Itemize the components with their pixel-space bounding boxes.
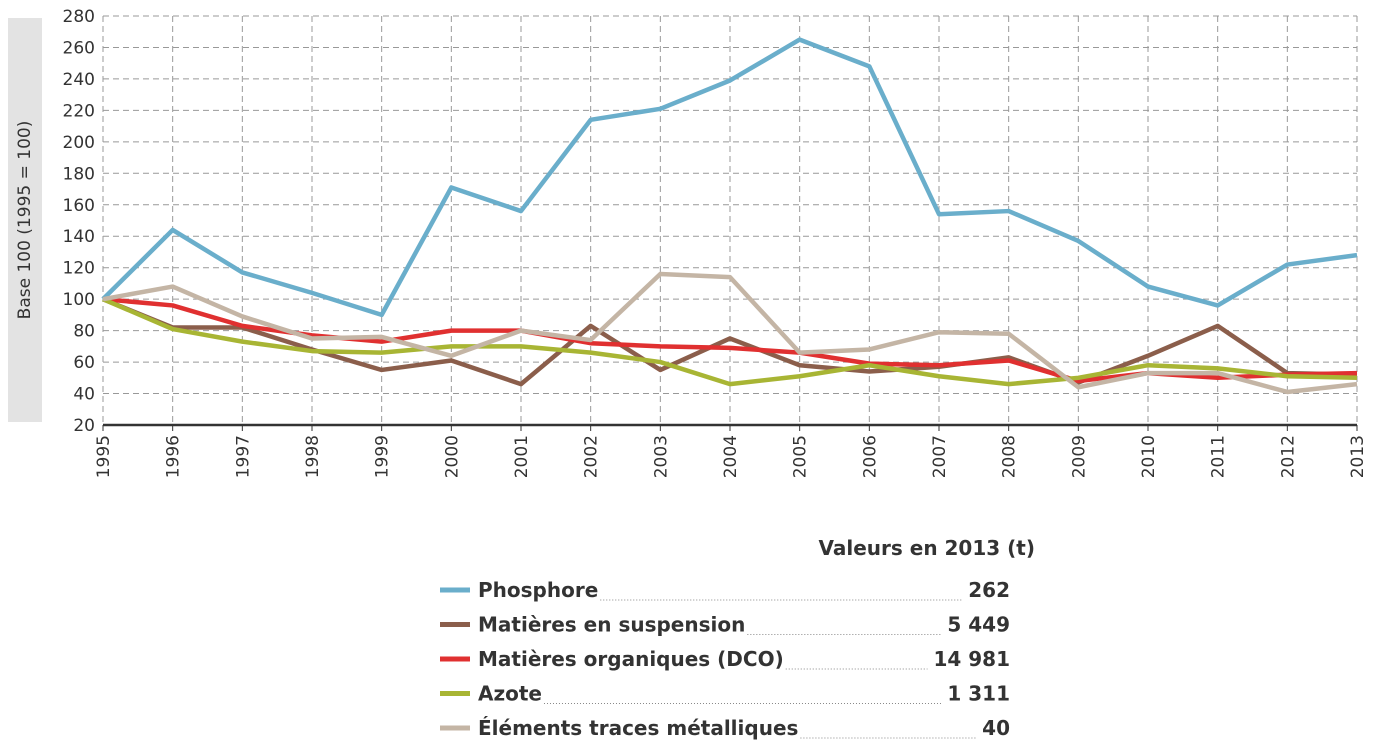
- x-tick-label: 2004: [721, 435, 741, 478]
- x-tick-label: 1998: [303, 435, 323, 478]
- x-tick-label: 2003: [651, 435, 671, 478]
- y-tick-label: 160: [63, 196, 95, 216]
- y-axis-label: Base 100 (1995 = 100): [15, 121, 35, 320]
- legend-value: 40: [982, 716, 1010, 740]
- x-tick-label: 2013: [1348, 435, 1368, 478]
- y-tick-label: 200: [63, 133, 95, 153]
- x-tick-label: 2012: [1278, 435, 1298, 478]
- y-tick-label: 260: [63, 38, 95, 58]
- x-tick-label: 2007: [930, 435, 950, 478]
- x-tick-label: 1997: [233, 435, 253, 478]
- x-tick-label: 1995: [94, 435, 114, 478]
- legend-label: Azote: [478, 682, 542, 706]
- series-line: [101, 37, 1358, 318]
- legend-label: Phosphore: [478, 578, 598, 602]
- legend-value: 1 311: [947, 682, 1010, 706]
- y-tick-label: 180: [63, 164, 95, 184]
- y-label-box: [8, 18, 42, 422]
- series-line: [102, 271, 1358, 395]
- y-tick-label: 120: [63, 259, 95, 279]
- x-tick-label: 2008: [1000, 435, 1020, 478]
- x-tick-label: 2009: [1069, 435, 1089, 478]
- x-tick-label: 1999: [373, 435, 393, 478]
- legend-label: Matières organiques (DCO): [478, 647, 784, 671]
- x-tick-label: 2005: [791, 435, 811, 478]
- y-tick-label: 100: [63, 290, 95, 310]
- y-tick-label: 40: [73, 385, 95, 405]
- legend-value: 14 981: [933, 647, 1010, 671]
- y-tick-label: 20: [73, 416, 95, 436]
- x-tick-label: 2006: [860, 435, 880, 478]
- legend-label: Éléments traces métalliques: [478, 716, 798, 740]
- y-tick-label: 280: [63, 7, 95, 27]
- x-tick-label: 2000: [442, 435, 462, 478]
- x-tick-label: 2002: [582, 435, 602, 478]
- legend-value: 5 449: [947, 613, 1010, 637]
- legend-value: 262: [968, 578, 1010, 602]
- legend-title: Valeurs en 2013 (t): [818, 536, 1035, 560]
- x-tick-label: 2010: [1139, 435, 1159, 478]
- legend-label: Matières en suspension: [478, 613, 745, 637]
- y-tick-label: 60: [73, 353, 95, 373]
- x-tick-label: 2001: [512, 435, 532, 478]
- series-line: [102, 297, 1358, 387]
- y-tick-label: 220: [63, 101, 95, 121]
- x-tick-label: 2011: [1209, 435, 1229, 478]
- y-tick-label: 140: [63, 227, 95, 247]
- y-tick-label: 240: [63, 70, 95, 90]
- x-tick-label: 1996: [164, 435, 184, 478]
- y-tick-label: 80: [73, 322, 95, 342]
